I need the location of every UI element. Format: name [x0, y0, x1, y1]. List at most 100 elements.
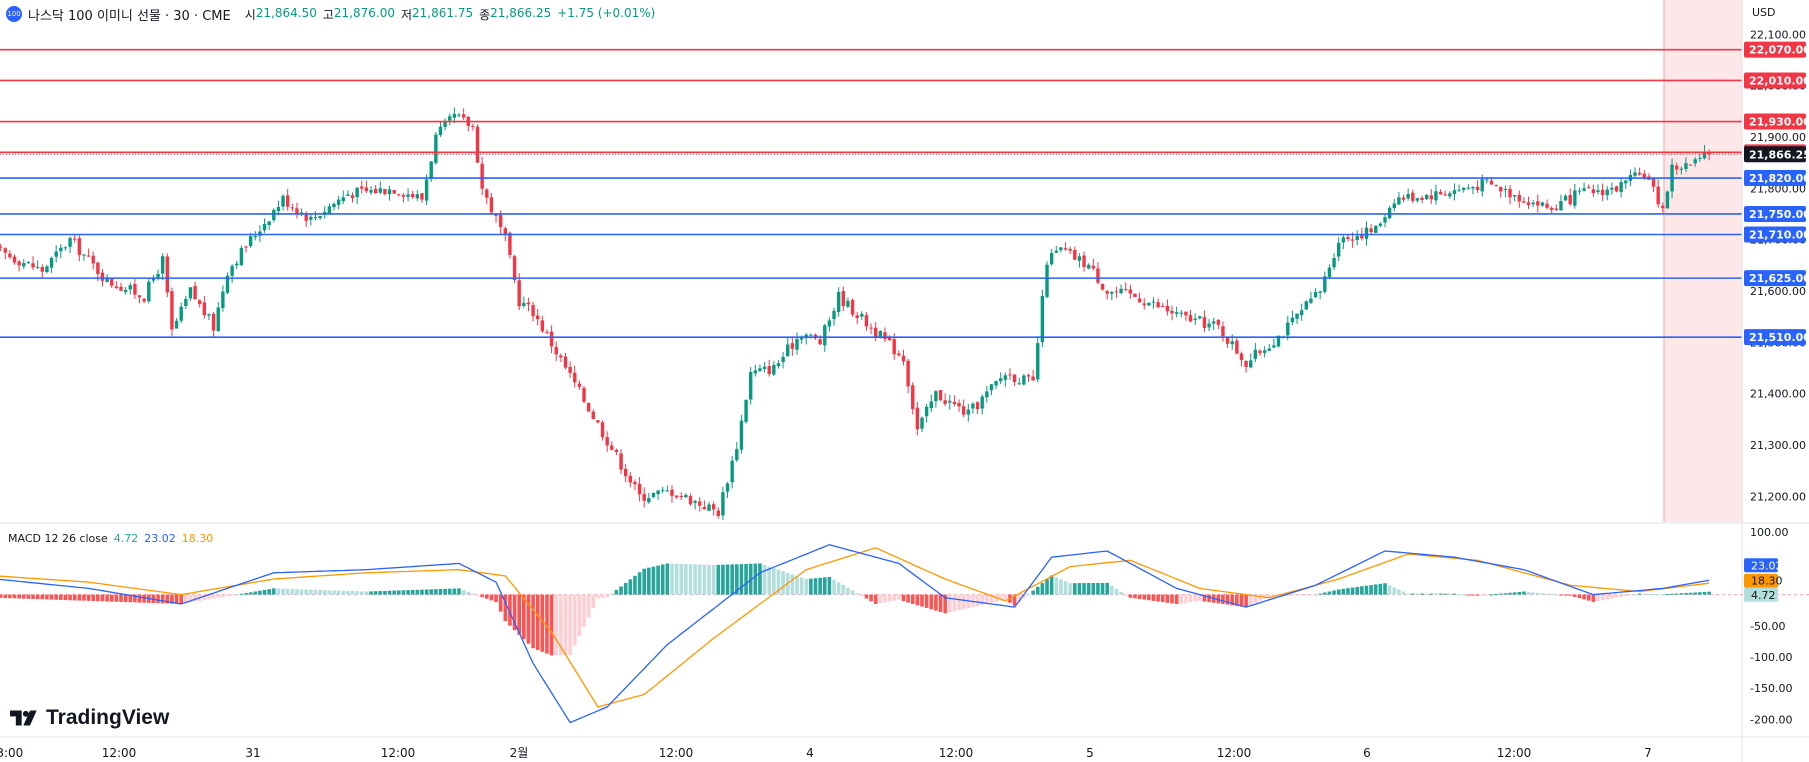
macd-histogram-bar	[1202, 594, 1207, 602]
candle-body	[855, 315, 859, 319]
macd-histogram-bar	[721, 564, 725, 595]
candle-body	[1392, 203, 1396, 209]
candle-body	[415, 194, 420, 199]
macd-histogram-bar	[364, 591, 369, 595]
candle-body	[952, 401, 957, 405]
candle-body	[679, 496, 683, 498]
candle-body	[762, 366, 767, 370]
candle-body	[1485, 179, 1489, 181]
candle-body	[924, 406, 929, 417]
macd-histogram-bar	[295, 589, 299, 595]
candle-body	[1494, 185, 1498, 187]
resistance-badge: 21,930.00	[1749, 116, 1809, 129]
macd-histogram-bar	[906, 594, 910, 603]
macd-histogram-bar	[818, 577, 822, 595]
candle-body	[309, 216, 313, 220]
chart-header: 100 나스닥 100 이미니 선물 · 30 · CME 시 21,864.50…	[6, 3, 655, 25]
tradingview-logo[interactable]: TradingView	[10, 706, 169, 730]
macd-tick-label: -50.00	[1750, 620, 1785, 633]
macd-histogram-bar	[1253, 594, 1258, 603]
macd-histogram-bar	[1119, 591, 1123, 595]
candle-body	[642, 494, 646, 501]
candle-body	[1008, 374, 1012, 376]
macd-histogram-bar	[12, 594, 17, 599]
macd-histogram-bar	[281, 588, 285, 595]
macd-histogram-bar	[1619, 594, 1623, 597]
macd-histogram-bar	[239, 593, 244, 595]
resistance-badge: 22,010.00	[1749, 74, 1809, 87]
macd-histogram-bar	[1100, 582, 1105, 595]
candle-body	[1174, 312, 1179, 314]
candle-body	[1457, 189, 1461, 191]
low-key: 저	[400, 7, 413, 22]
macd-histogram-bar	[174, 594, 179, 604]
symbol-title[interactable]: 나스닥 100 이미니 선물 · 30 · CME	[28, 8, 231, 24]
macd-histogram-bar	[897, 594, 901, 600]
candle-body	[360, 186, 364, 189]
candle-body	[985, 391, 989, 398]
candle-body	[1100, 283, 1105, 290]
candles-group	[0, 107, 1711, 521]
candle-body	[841, 290, 845, 307]
macd-histogram-bar	[253, 591, 258, 595]
candle-body	[1216, 320, 1221, 325]
currency-label[interactable]: USD	[1752, 6, 1776, 19]
macd-histogram-bar	[934, 594, 938, 611]
macd-histogram-bar	[211, 594, 216, 599]
macd-histogram-bar	[697, 564, 702, 595]
macd-histogram-bar	[1248, 594, 1253, 606]
macd-histogram-bar	[165, 594, 170, 604]
macd-histogram-bar	[1290, 594, 1295, 596]
candle-body	[920, 417, 924, 429]
candle-body	[272, 209, 276, 221]
macd-histogram-bar	[109, 594, 114, 602]
macd-histogram-bar	[54, 594, 58, 600]
macd-histogram-bar	[313, 589, 318, 595]
macd-histogram-bar	[401, 590, 406, 595]
candle-body	[1276, 335, 1281, 347]
candle-body	[35, 266, 40, 268]
candle-body	[68, 238, 72, 247]
candle-body	[577, 383, 582, 387]
candle-body	[1124, 289, 1128, 291]
candle-body	[73, 238, 77, 240]
macd-histogram-bar	[179, 594, 183, 604]
candle-body	[1077, 256, 1082, 261]
candle-body	[369, 190, 373, 193]
macd-histogram-bar	[1327, 591, 1332, 595]
macd-value-badge-bg	[1744, 558, 1778, 573]
macd-histogram-bar	[309, 589, 313, 595]
candle-body	[767, 366, 771, 375]
candle-body	[1568, 195, 1572, 205]
time-tick-label: 6	[1363, 746, 1371, 760]
candle-body	[637, 483, 642, 495]
candle-body	[1693, 159, 1697, 164]
candle-body	[966, 409, 970, 415]
candle-body	[725, 483, 730, 492]
macd-histogram-bar	[1517, 591, 1522, 595]
macd-histogram-bar	[1059, 579, 1063, 595]
macd-histogram-bar	[1401, 591, 1406, 595]
macd-legend[interactable]: MACD 12 26 close 4.72 23.02 18.30	[8, 532, 213, 545]
candle-body	[188, 287, 193, 299]
macd-histogram-bar	[1614, 594, 1619, 598]
macd-histogram-bar	[267, 589, 271, 595]
macd-histogram-bar	[887, 594, 892, 602]
candle-body	[3, 248, 7, 253]
candle-body	[387, 189, 392, 195]
candle-body	[938, 390, 943, 401]
candle-body	[1156, 302, 1160, 308]
support-badge-bg	[1744, 270, 1806, 287]
candle-body	[299, 212, 304, 214]
macd-histogram-bar	[503, 594, 508, 622]
macd-histogram-bar	[1406, 593, 1410, 595]
candle-body	[1559, 201, 1563, 211]
candle-body	[600, 422, 605, 438]
candle-body	[258, 231, 262, 236]
macd-histogram-bar	[910, 594, 915, 604]
macd-histogram-bar	[359, 591, 364, 595]
symbol-logo-icon[interactable]: 100	[6, 6, 22, 22]
candle-body	[1346, 237, 1350, 240]
candle-body	[786, 344, 790, 357]
